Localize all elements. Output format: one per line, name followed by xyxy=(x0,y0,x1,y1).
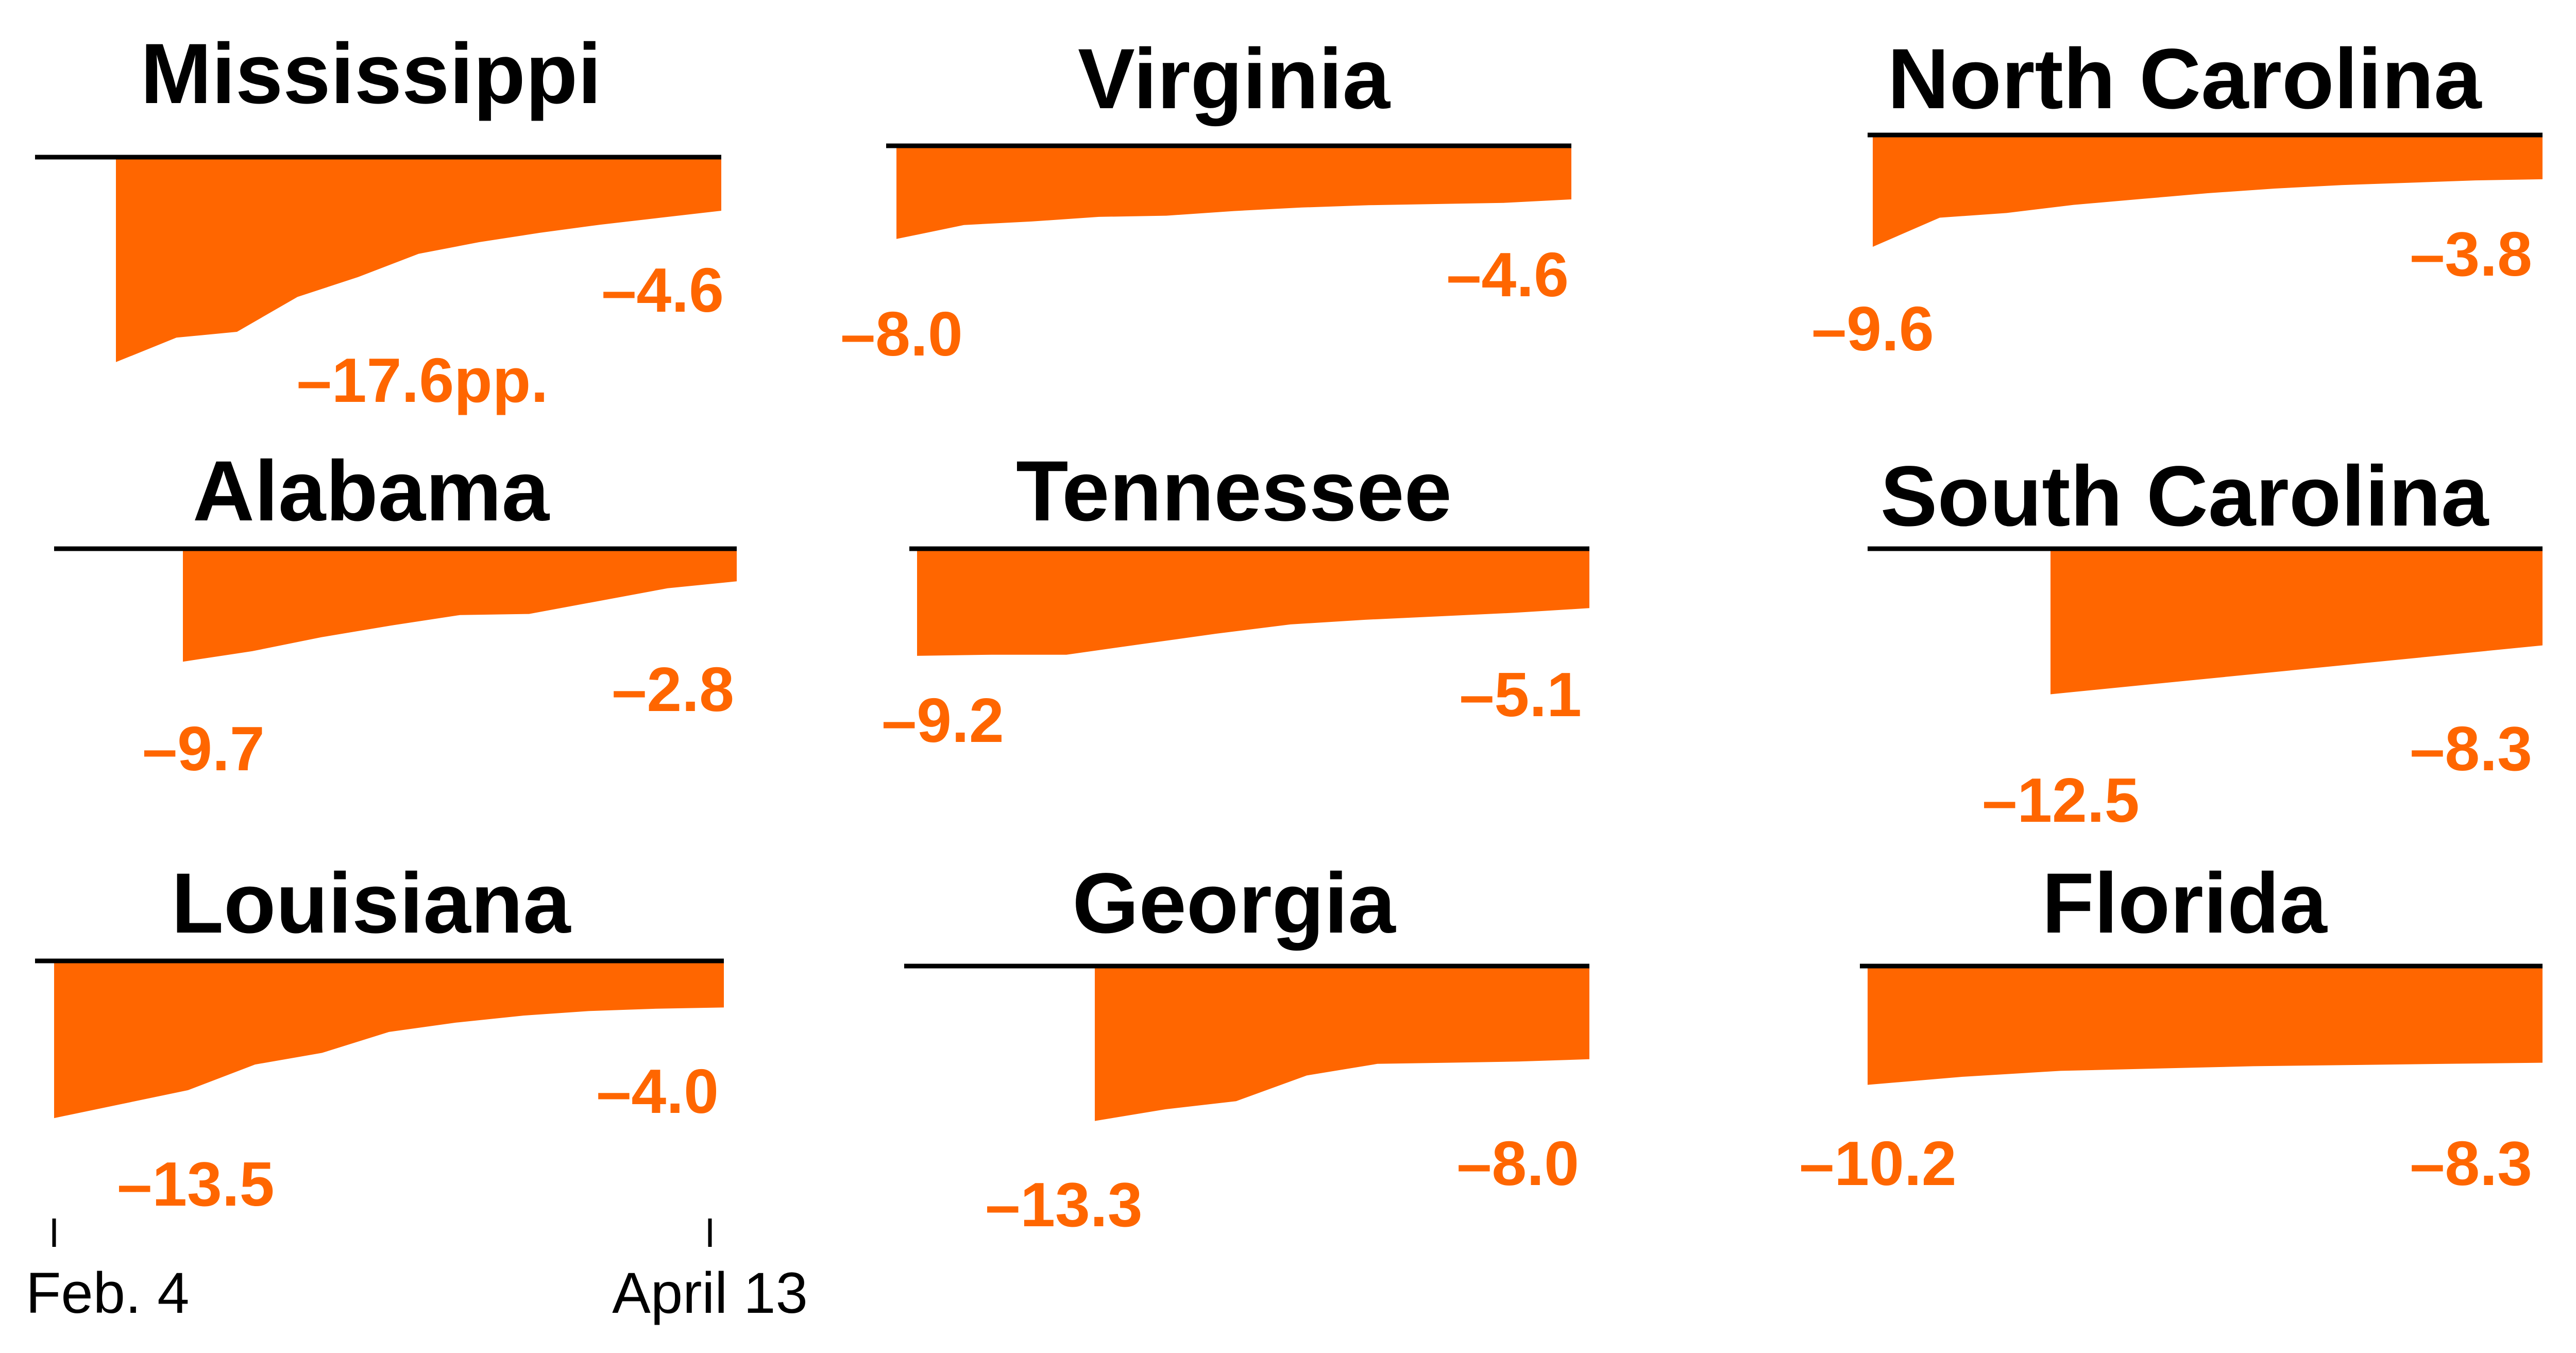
area-florida xyxy=(1868,966,2543,1085)
start-label-mississippi: –17.6pp. xyxy=(297,345,548,415)
panel-south-carolina: South Carolina –12.5 –8.3 xyxy=(1868,449,2543,835)
area-alabama xyxy=(183,549,737,662)
area-north-carolina xyxy=(1873,135,2543,247)
end-label-north-carolina: –3.8 xyxy=(2410,219,2532,289)
panel-georgia: Georgia –13.3 –8.0 xyxy=(904,856,1589,1240)
start-label-louisiana: –13.5 xyxy=(117,1149,274,1219)
panel-north-carolina: North Carolina –9.6 –3.8 xyxy=(1811,31,2543,364)
end-label-louisiana: –4.0 xyxy=(597,1056,719,1126)
x-tick-label-start: Feb. 4 xyxy=(26,1261,190,1325)
end-label-florida: –8.3 xyxy=(2410,1128,2532,1198)
panel-tennessee: Tennessee –9.2 –5.1 xyxy=(882,444,1589,755)
x-tick-label-end: April 13 xyxy=(612,1261,808,1325)
title-georgia: Georgia xyxy=(1072,856,1396,951)
title-louisiana: Louisiana xyxy=(172,856,571,951)
panel-alabama: Alabama –9.7 –2.8 xyxy=(54,444,737,784)
area-georgia xyxy=(1095,966,1589,1121)
start-label-north-carolina: –9.6 xyxy=(1811,294,1934,364)
title-mississippi: Mississippi xyxy=(141,26,602,122)
start-label-south-carolina: –12.5 xyxy=(1982,765,2139,835)
end-label-mississippi: –4.6 xyxy=(602,255,724,325)
start-label-alabama: –9.7 xyxy=(142,714,264,784)
end-label-alabama: –2.8 xyxy=(612,654,734,724)
area-tennessee xyxy=(917,549,1589,656)
x-axis: Feb. 4 April 13 xyxy=(26,1219,808,1325)
area-mississippi xyxy=(116,157,721,362)
title-virginia: Virginia xyxy=(1078,31,1391,127)
title-alabama: Alabama xyxy=(193,444,550,539)
panel-virginia: Virginia –8.0 –4.6 xyxy=(840,31,1571,369)
panel-florida: Florida –10.2 –8.3 xyxy=(1799,856,2543,1198)
panel-louisiana: Louisiana –13.5 –4.0 xyxy=(35,856,724,1219)
title-south-carolina: South Carolina xyxy=(1880,449,2489,544)
area-virginia xyxy=(896,146,1571,239)
area-south-carolina xyxy=(2050,549,2543,695)
start-label-georgia: –13.3 xyxy=(985,1170,1142,1240)
title-north-carolina: North Carolina xyxy=(1888,31,2483,127)
start-label-tennessee: –9.2 xyxy=(882,685,1004,755)
panel-mississippi: Mississippi –17.6pp. –4.6 xyxy=(35,26,724,415)
start-label-virginia: –8.0 xyxy=(840,299,962,369)
title-tennessee: Tennessee xyxy=(1016,444,1452,539)
title-florida: Florida xyxy=(2042,856,2328,951)
area-louisiana xyxy=(54,961,724,1119)
end-label-tennessee: –5.1 xyxy=(1460,659,1582,730)
end-label-south-carolina: –8.3 xyxy=(2410,714,2532,784)
end-label-virginia: –4.6 xyxy=(1447,240,1569,310)
start-label-florida: –10.2 xyxy=(1799,1128,1956,1198)
end-label-georgia: –8.0 xyxy=(1457,1128,1579,1198)
